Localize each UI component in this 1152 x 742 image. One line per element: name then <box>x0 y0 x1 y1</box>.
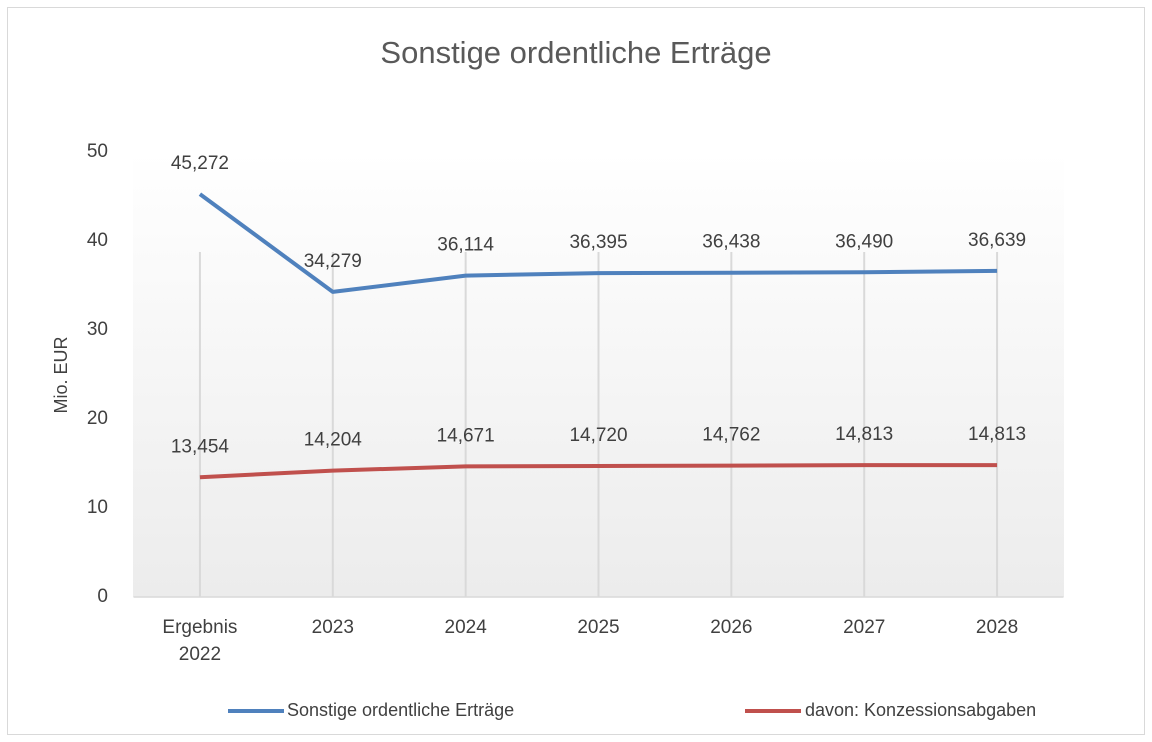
data-label: 14,204 <box>304 430 363 451</box>
data-label: 36,438 <box>702 232 760 253</box>
data-label: 36,490 <box>835 231 893 252</box>
x-tick-label: 2026 <box>710 617 753 638</box>
data-label: 14,813 <box>835 424 893 445</box>
legend-label: davon: Konzessionsabgaben <box>805 700 1036 720</box>
x-tick-label: 2025 <box>577 617 620 638</box>
data-label: 36,639 <box>968 230 1026 251</box>
x-tick-label: 2024 <box>444 617 487 638</box>
y-tick-label: 30 <box>87 319 108 340</box>
x-tick-label: Ergebnis 2022 <box>162 617 238 665</box>
y-tick-label: 40 <box>87 230 108 251</box>
data-label: 45,272 <box>171 153 229 174</box>
data-label: 14,720 <box>569 425 627 446</box>
data-label: 13,454 <box>171 436 230 457</box>
y-tick-label: 50 <box>87 141 108 162</box>
legend-label: Sonstige ordentliche Erträge <box>287 700 514 720</box>
data-label: 34,279 <box>304 251 362 272</box>
y-tick-label: 20 <box>87 408 108 429</box>
line <box>199 463 998 480</box>
x-tick-label: 2023 <box>311 617 354 638</box>
y-tick-label: 0 <box>97 586 108 607</box>
data-label: 36,395 <box>569 232 627 253</box>
chart-title: Sonstige ordentliche Erträge <box>380 35 771 70</box>
data-label: 36,114 <box>437 235 494 256</box>
x-tick-label: 2027 <box>843 617 886 638</box>
y-tick-label: 10 <box>87 497 108 518</box>
data-label: 14,762 <box>702 425 760 446</box>
data-label: 14,671 <box>437 425 495 446</box>
data-label: 14,813 <box>968 424 1026 445</box>
y-axis-label: Mio. EUR <box>51 336 71 413</box>
line <box>198 192 998 294</box>
x-tick-label: 2028 <box>975 617 1019 638</box>
